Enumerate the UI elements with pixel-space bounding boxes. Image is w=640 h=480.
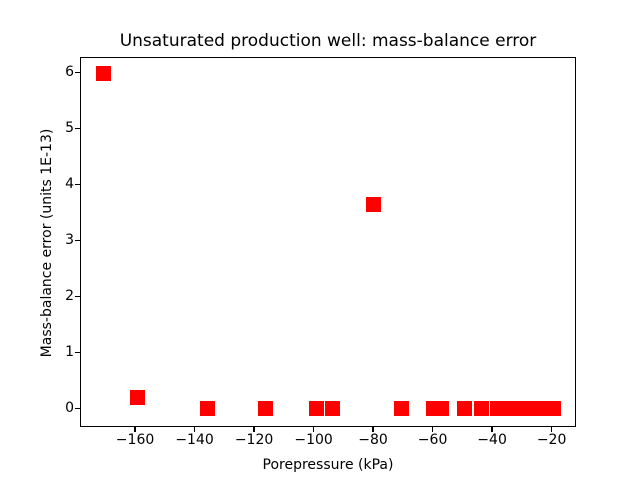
y-tick-label: 4 — [65, 176, 74, 193]
x-tick-label: −160 — [115, 432, 155, 449]
data-point-marker — [308, 400, 324, 416]
y-tick-label: 6 — [65, 64, 74, 81]
data-point-marker — [96, 66, 111, 82]
y-tick-label: 0 — [65, 399, 74, 416]
x-tick-label: −80 — [358, 432, 388, 449]
data-point-marker — [199, 400, 215, 416]
x-tick-label: −40 — [477, 432, 507, 449]
x-tick-label: −100 — [294, 432, 333, 449]
y-tick-label: 1 — [65, 343, 74, 360]
y-tick-mark — [75, 239, 80, 242]
x-tick-mark — [491, 427, 493, 433]
y-tick-mark — [75, 295, 80, 297]
data-point-marker — [433, 400, 449, 416]
plot-area — [80, 57, 576, 427]
x-tick-mark — [193, 427, 196, 433]
data-point-marker — [546, 400, 562, 416]
x-tick-mark — [253, 427, 255, 433]
y-tick-label: 5 — [65, 120, 74, 137]
x-tick-mark — [551, 427, 553, 433]
y-tick-mark — [75, 351, 80, 353]
data-point-marker — [473, 400, 489, 416]
data-point-marker — [324, 400, 340, 416]
x-tick-label: −120 — [234, 432, 274, 449]
x-tick-label: −140 — [175, 432, 214, 449]
x-tick-mark — [431, 427, 434, 433]
x-tick-mark — [134, 427, 136, 433]
y-tick-mark — [75, 407, 80, 409]
data-point-marker — [394, 400, 410, 416]
y-tick-label: 3 — [65, 231, 74, 248]
x-tick-label: −20 — [536, 432, 567, 449]
data-point-marker — [456, 400, 472, 416]
x-tick-label: −60 — [417, 432, 448, 449]
y-tick-mark — [75, 72, 80, 74]
chart-title: Unsaturated production well: mass-balanc… — [119, 31, 537, 51]
data-point-marker — [258, 400, 274, 416]
x-tick-mark — [372, 427, 374, 433]
data-point-marker — [130, 389, 146, 405]
x-tick-mark — [312, 427, 315, 433]
y-tick-label: 2 — [65, 287, 74, 304]
data-point-marker — [366, 196, 382, 212]
y-tick-mark — [75, 183, 80, 186]
x-axis-label: Porepressure (kPa) — [262, 457, 394, 473]
y-tick-mark — [75, 128, 80, 130]
